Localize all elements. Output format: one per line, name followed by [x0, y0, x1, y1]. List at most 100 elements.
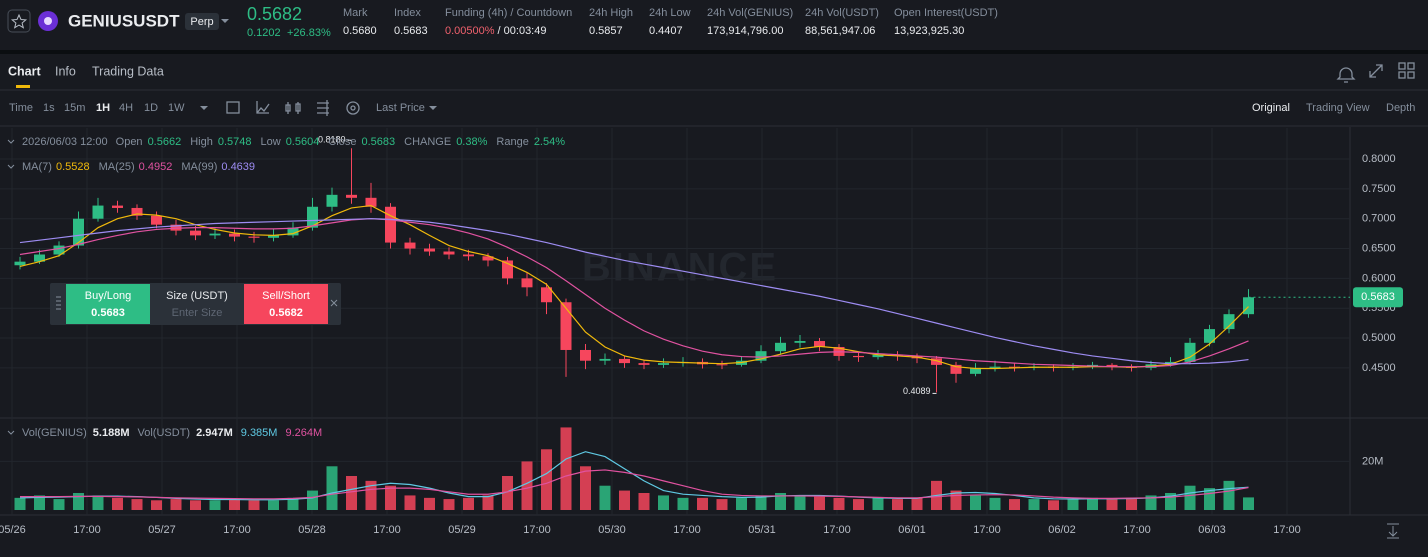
interval[interactable]: 15m — [64, 102, 85, 114]
ma-line — [19, 218, 1249, 368]
volume-bar — [482, 495, 494, 510]
candle-body — [521, 278, 533, 288]
volume-bar — [697, 497, 708, 510]
settings-icon[interactable] — [317, 100, 329, 116]
legend-label: Close — [328, 136, 356, 148]
candle-body — [248, 236, 260, 238]
interval[interactable]: 1W — [168, 102, 185, 114]
interval[interactable]: 1D — [144, 102, 158, 114]
candle-body — [92, 205, 104, 219]
buy-price: 0.5683 — [91, 307, 125, 319]
legend-value: 2.54% — [534, 136, 565, 148]
legend-collapse[interactable] — [7, 430, 15, 435]
candle-body — [775, 342, 786, 352]
tab[interactable]: Trading Data — [92, 64, 164, 78]
volume-bar — [619, 490, 630, 510]
candle-body — [73, 218, 84, 246]
volume-bar — [209, 500, 221, 510]
candle-body — [1243, 297, 1254, 315]
sell-button[interactable] — [244, 284, 328, 324]
candle-body — [443, 251, 455, 255]
scroll-to-end[interactable] — [1387, 523, 1399, 539]
x-tick-label: 17:00 — [673, 524, 701, 536]
legend-value: 0.5604 — [286, 136, 320, 148]
interval[interactable]: 1H — [96, 102, 110, 114]
volume-bar — [833, 497, 845, 510]
price-type[interactable]: Last Price — [376, 102, 425, 114]
candle-body — [307, 206, 318, 228]
layout-icon — [1407, 71, 1415, 79]
y-tick-label: 0.7000 — [1362, 213, 1396, 225]
sell-price: 0.5682 — [269, 307, 303, 319]
legend-value: 0.5683 — [361, 136, 395, 148]
screenshot-icon[interactable] — [346, 101, 360, 115]
tab[interactable]: Info — [55, 64, 76, 78]
legend-collapse[interactable] — [7, 139, 15, 144]
x-tick-label: 05/26 — [0, 524, 26, 536]
widget-close[interactable] — [330, 299, 338, 307]
volume-bar — [794, 495, 806, 510]
x-tick-label: 17:00 — [823, 524, 851, 536]
candle-body — [346, 194, 357, 198]
candle-body — [53, 245, 65, 255]
price-type-dropdown[interactable] — [429, 106, 437, 110]
layout-icon — [1407, 62, 1415, 70]
volume-bar — [814, 496, 825, 510]
candle-body — [14, 261, 26, 266]
alert-icon[interactable] — [1336, 67, 1356, 83]
symbol[interactable]: GENIUSUSDT — [68, 11, 180, 30]
view-option[interactable]: Trading View — [1306, 102, 1370, 114]
buy-button[interactable] — [66, 284, 150, 324]
volume-bar — [521, 461, 533, 510]
candle-body — [502, 260, 513, 279]
interval-dropdown[interactable] — [200, 106, 208, 110]
volume-bar — [911, 497, 923, 510]
expand-icon[interactable] — [1369, 64, 1383, 78]
tab[interactable]: Chart — [8, 64, 41, 78]
legend-collapse[interactable] — [7, 164, 15, 169]
view-option[interactable]: Depth — [1386, 102, 1415, 114]
symbol-dropdown[interactable] — [221, 19, 229, 23]
plot: 0.8180 0.4089 — [14, 135, 1350, 510]
legend-value: 0.5662 — [148, 136, 182, 148]
drag-handle[interactable] — [56, 296, 61, 310]
candle-type-icon[interactable] — [285, 102, 301, 114]
grid: BINANCE0.45000.50000.55000.60000.65000.7… — [0, 128, 1396, 515]
price-change-pct: +26.83% — [287, 27, 331, 39]
x-tick-label: 17:00 — [1123, 524, 1151, 536]
x-tick-label: 05/29 — [448, 524, 476, 536]
volume-bar — [599, 485, 611, 510]
volume-bar — [443, 499, 455, 510]
y-tick-label: 0.6500 — [1362, 242, 1396, 254]
view-option[interactable]: Original — [1252, 102, 1290, 114]
y-tick-label: 0.4500 — [1362, 362, 1396, 374]
candle-body — [853, 355, 864, 358]
volume-bar — [1106, 499, 1118, 510]
candle-body — [872, 354, 884, 358]
interval[interactable]: 4H — [119, 102, 133, 114]
interval[interactable]: 1s — [43, 102, 55, 114]
volume-bar — [950, 490, 962, 510]
ma-legend-value: 0.4639 — [221, 161, 255, 173]
layout-icon[interactable] — [1398, 62, 1406, 70]
volume-bar — [1126, 497, 1137, 510]
stat-label: Open Interest(USDT) — [894, 7, 998, 19]
high-label: 0.8180 — [318, 135, 346, 145]
favorite-button[interactable] — [7, 9, 31, 33]
calendar-icon[interactable] — [226, 101, 240, 114]
indicator-icon[interactable] — [256, 101, 270, 114]
volume-bar — [1028, 499, 1040, 510]
candle-body — [950, 364, 962, 374]
panel-icons — [226, 62, 1415, 116]
x-tick-label: 06/01 — [898, 524, 926, 536]
x-tick-label: 05/30 — [598, 524, 626, 536]
volume-bar — [677, 497, 689, 510]
ma-legend-value: 0.5528 — [56, 161, 90, 173]
size-input[interactable]: Enter Size — [172, 307, 223, 319]
candle-body — [716, 364, 728, 366]
volume-bar — [34, 495, 45, 510]
legend-label: Range — [496, 136, 528, 148]
x-tick-label: 06/02 — [1048, 524, 1076, 536]
